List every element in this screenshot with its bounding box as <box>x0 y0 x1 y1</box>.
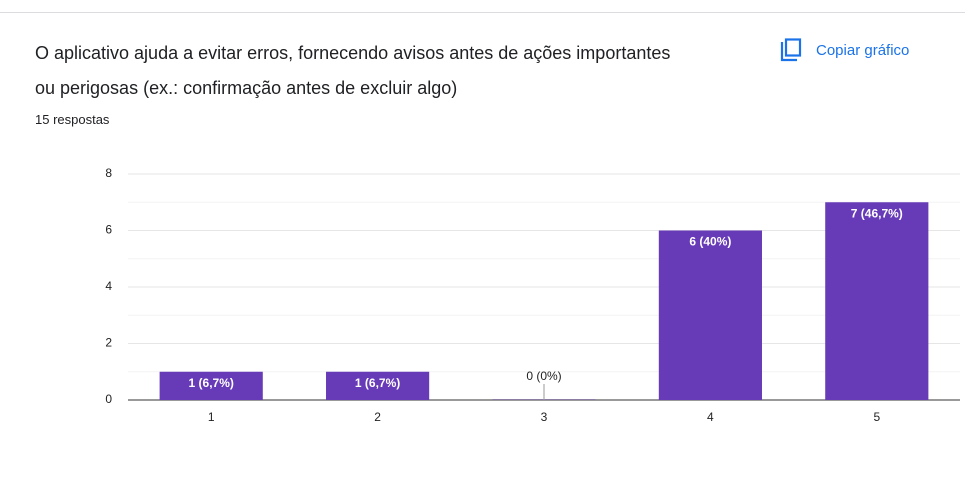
x-tick-label: 4 <box>707 410 714 424</box>
value-label: 6 (40%) <box>689 235 731 249</box>
x-tick-label: 5 <box>873 410 880 424</box>
x-tick-label: 3 <box>541 410 548 424</box>
x-tick-label: 2 <box>374 410 381 424</box>
x-tick-label: 1 <box>208 410 215 424</box>
copy-icon <box>780 38 802 62</box>
value-label: 0 (0%) <box>526 369 561 383</box>
bar <box>159 371 263 400</box>
copy-chart-button[interactable]: Copiar gráfico <box>780 38 909 62</box>
question-title: O aplicativo ajuda a evitar erros, forne… <box>35 43 671 98</box>
y-tick-label: 6 <box>105 223 112 237</box>
value-label: 7 (46,7%) <box>851 206 903 220</box>
value-label: 1 (6,7%) <box>355 376 400 390</box>
response-count: 15 respostas <box>35 112 110 127</box>
y-tick-label: 8 <box>105 166 112 180</box>
bar <box>825 202 929 400</box>
divider <box>0 12 965 13</box>
value-label: 1 (6,7%) <box>189 376 234 390</box>
bar <box>658 230 762 400</box>
y-tick-label: 2 <box>105 336 112 350</box>
y-tick-label: 0 <box>105 392 112 406</box>
y-tick-label: 4 <box>105 279 112 293</box>
copy-chart-label[interactable]: Copiar gráfico <box>816 41 910 59</box>
bar <box>326 371 430 400</box>
